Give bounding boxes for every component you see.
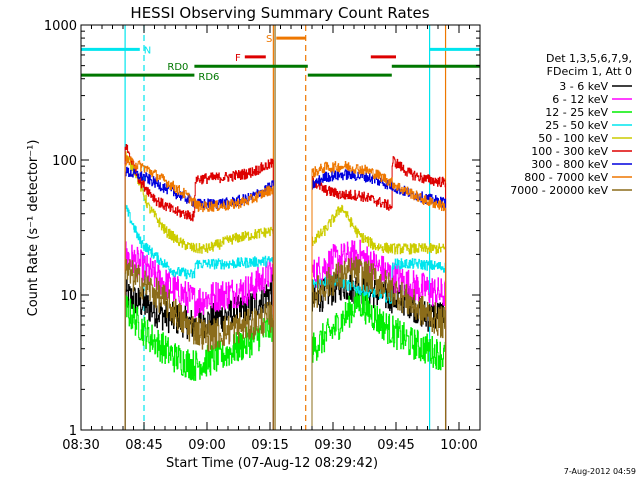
legend-label-8: 7000 - 20000 keV	[510, 184, 608, 197]
x-tick-label: 09:00	[188, 438, 225, 453]
x-tick-label: 08:45	[125, 438, 162, 453]
legend-label-0: 3 - 6 keV	[559, 80, 608, 93]
series-line-7-seg2	[311, 161, 447, 430]
y-axis-label: Count Rate (s⁻¹ detector⁻¹)	[26, 140, 41, 317]
series-line-1-seg2	[311, 239, 447, 430]
series-line-2-seg2	[311, 287, 447, 430]
legend-label-6: 300 - 800 keV	[531, 158, 608, 171]
generation-timestamp: 7-Aug-2012 04:59	[564, 467, 636, 476]
chart-marks: N S F RD0 RD6 1 10 100 1000 08:30 08:45 09:00 09:15 0…	[44, 19, 632, 453]
annotation-label-rd6: RD6	[198, 72, 219, 83]
chart-title: HESSI Observing Summary Count Rates	[130, 4, 429, 22]
annotation-label-rd0: RD0	[167, 62, 188, 73]
legend-label-7: 800 - 7000 keV	[524, 171, 608, 184]
series-line-2-seg1	[124, 295, 274, 430]
legend-label-1: 6 - 12 keV	[552, 93, 608, 106]
legend-label-5: 100 - 300 keV	[531, 145, 608, 158]
legend-header-line: Det 1,3,5,6,7,9,	[546, 52, 632, 65]
x-tick-label: 09:45	[377, 438, 414, 453]
y-tick-label: 10	[60, 289, 77, 304]
y-tick-label: 1000	[44, 19, 77, 34]
series-line-5-seg1	[124, 144, 274, 430]
series-line-5-seg2	[311, 156, 447, 430]
series-line-8-seg2	[311, 256, 447, 430]
x-tick-label: 10:00	[440, 438, 477, 453]
annotation-label-n: N	[144, 45, 151, 56]
y-tick-label: 100	[52, 154, 77, 169]
series-line-8-seg1	[124, 259, 274, 430]
legend-label-3: 25 - 50 keV	[545, 119, 608, 132]
series-line-4-seg2	[311, 204, 447, 430]
x-axis-label: Start Time (07-Aug-12 08:29:42)	[166, 456, 378, 471]
series-line-3-seg1	[124, 204, 274, 430]
y-tick-label: 1	[69, 424, 77, 439]
legend-label-2: 12 - 25 keV	[545, 106, 608, 119]
x-tick-label: 08:30	[62, 438, 99, 453]
legend-header-line: FDecim 1, Att 0	[547, 65, 632, 78]
annotation-label-s: S	[266, 34, 272, 45]
series-line-4-seg1	[124, 151, 274, 430]
x-tick-label: 09:30	[314, 438, 351, 453]
x-tick-label: 09:15	[251, 438, 288, 453]
annotation-label-f: F	[235, 53, 241, 64]
legend-label-4: 50 - 100 keV	[538, 132, 608, 145]
series-line-1-seg1	[124, 241, 274, 430]
series-line-7-seg1	[124, 155, 274, 430]
